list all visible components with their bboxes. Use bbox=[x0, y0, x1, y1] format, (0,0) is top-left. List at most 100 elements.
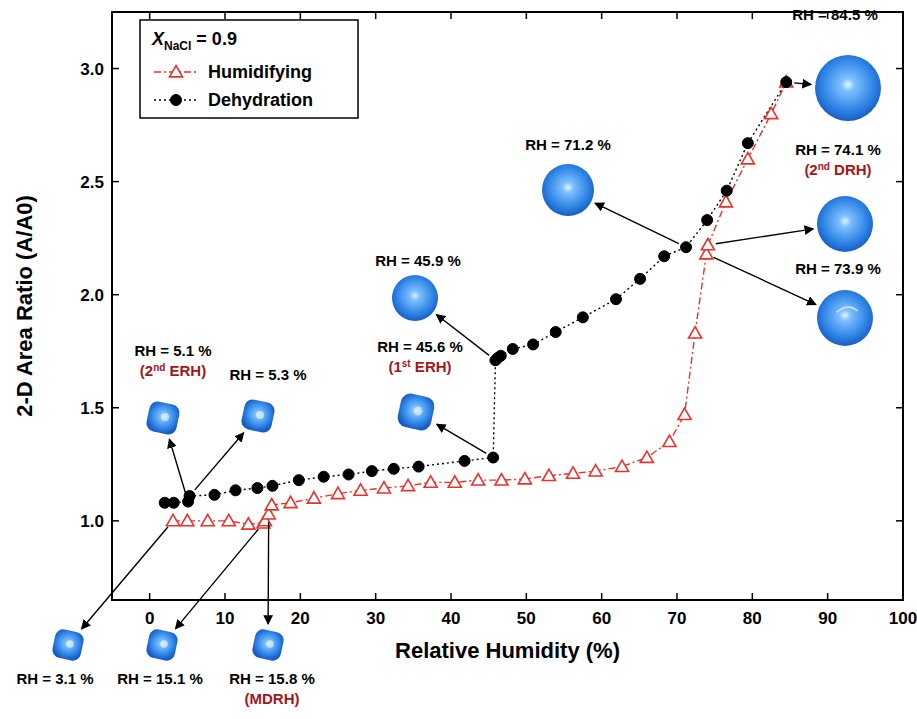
x-tick-label: 0 bbox=[145, 609, 154, 628]
x-tick-label: 60 bbox=[592, 609, 611, 628]
superscript: nd bbox=[818, 161, 830, 172]
droplet-image bbox=[815, 55, 881, 121]
y-tick bbox=[112, 407, 119, 409]
data-point bbox=[550, 327, 561, 338]
data-point bbox=[518, 473, 531, 484]
data-point bbox=[181, 514, 194, 525]
data-point bbox=[354, 484, 367, 495]
annotation-label: RH = 45.9 % bbox=[375, 252, 460, 269]
data-point bbox=[267, 480, 278, 491]
data-point bbox=[377, 482, 390, 493]
droplet-image bbox=[145, 400, 181, 436]
annotation-sublabel: (2nd ERH) bbox=[140, 362, 206, 380]
x-tick bbox=[601, 593, 603, 600]
data-point bbox=[490, 355, 501, 366]
data-point bbox=[681, 242, 692, 253]
droplet-highlight bbox=[66, 640, 73, 647]
superscript: nd bbox=[153, 362, 165, 373]
y-tick bbox=[112, 68, 119, 70]
annotation-label: RH = 3.1 % bbox=[16, 670, 93, 687]
data-point bbox=[242, 518, 255, 529]
data-point bbox=[635, 273, 646, 284]
droplet-highlight bbox=[256, 411, 264, 419]
y-tick-right bbox=[896, 407, 903, 409]
data-point bbox=[167, 514, 180, 525]
legend-title-text: = 0.9 bbox=[191, 29, 237, 49]
x-tick bbox=[752, 593, 754, 600]
droplet-image bbox=[817, 290, 873, 346]
x-tick-top bbox=[902, 12, 904, 19]
data-point bbox=[589, 465, 602, 476]
x-tick-top bbox=[526, 12, 528, 19]
y-tick-right bbox=[896, 68, 903, 70]
data-point bbox=[577, 312, 588, 323]
x-tick-top bbox=[601, 12, 603, 19]
annotation-label: RH = 5.3 % bbox=[229, 366, 306, 383]
data-point bbox=[640, 451, 653, 462]
data-point bbox=[567, 467, 580, 478]
x-tick-label: 30 bbox=[366, 609, 385, 628]
data-point bbox=[252, 483, 263, 494]
data-point bbox=[689, 327, 702, 338]
droplet-highlight bbox=[160, 640, 167, 647]
data-point bbox=[222, 514, 235, 525]
plot-frame bbox=[112, 12, 903, 600]
data-point bbox=[413, 461, 424, 472]
data-point bbox=[472, 474, 485, 485]
x-tick-top bbox=[676, 12, 678, 19]
data-point bbox=[765, 107, 778, 118]
data-point bbox=[293, 475, 304, 486]
data-point bbox=[209, 489, 220, 500]
x-tick-label: 70 bbox=[668, 609, 687, 628]
annotation-label: RH = 15.1 % bbox=[117, 670, 202, 687]
text-part: ERH) bbox=[165, 362, 206, 379]
droplet-image bbox=[240, 398, 276, 434]
data-point bbox=[659, 251, 670, 262]
annotation-label: RH = 15.8 % bbox=[229, 670, 314, 687]
annotation-arrow bbox=[82, 527, 168, 629]
x-tick bbox=[300, 593, 302, 600]
droplet-crack bbox=[837, 307, 858, 312]
data-point bbox=[448, 476, 461, 487]
x-axis-title: Relative Humidity (%) bbox=[395, 638, 620, 663]
droplet-highlight bbox=[414, 407, 423, 416]
data-point bbox=[780, 76, 793, 87]
y-tick-right bbox=[896, 520, 903, 522]
x-tick bbox=[827, 593, 829, 600]
y-tick-right bbox=[896, 181, 903, 183]
data-point bbox=[495, 474, 508, 485]
x-tick-top bbox=[752, 12, 754, 19]
data-point bbox=[284, 496, 297, 507]
annotation-label: RH = 84.5 % bbox=[792, 6, 877, 23]
y-axis-title: 2-D Area Ratio (A/A0) bbox=[12, 195, 37, 417]
legend-marker bbox=[171, 95, 182, 106]
x-tick-label: 90 bbox=[818, 609, 837, 628]
annotation-sublabel: (MDRH) bbox=[245, 690, 300, 707]
x-tick bbox=[902, 593, 904, 600]
x-tick-label: 10 bbox=[216, 609, 235, 628]
x-tick-label: 50 bbox=[517, 609, 536, 628]
annotation-sublabel: (1st ERH) bbox=[388, 358, 451, 376]
data-point bbox=[332, 487, 345, 498]
y-tick-label: 1.5 bbox=[80, 399, 104, 418]
x-tick-top bbox=[300, 12, 302, 19]
annotation-label: RH = 45.6 % bbox=[377, 338, 462, 355]
droplet-image bbox=[392, 275, 438, 321]
x-tick-top bbox=[149, 12, 151, 19]
data-point bbox=[488, 452, 499, 463]
annotation-arrow bbox=[195, 433, 244, 490]
droplet-highlight bbox=[266, 640, 273, 647]
legend: XNaCl = 0.9HumidifyingDehydration bbox=[140, 20, 358, 118]
y-tick-label: 2.5 bbox=[80, 173, 104, 192]
x-tick-label: 20 bbox=[291, 609, 310, 628]
series-line bbox=[165, 82, 787, 503]
y-tick bbox=[112, 294, 119, 296]
data-point bbox=[742, 138, 753, 149]
legend-title-variable: X bbox=[151, 29, 165, 49]
droplet-image bbox=[817, 196, 873, 252]
data-point bbox=[265, 499, 278, 510]
data-point bbox=[388, 463, 399, 474]
text-part: ERH) bbox=[411, 358, 452, 375]
droplet-image bbox=[251, 628, 285, 662]
x-tick-top bbox=[450, 12, 452, 19]
